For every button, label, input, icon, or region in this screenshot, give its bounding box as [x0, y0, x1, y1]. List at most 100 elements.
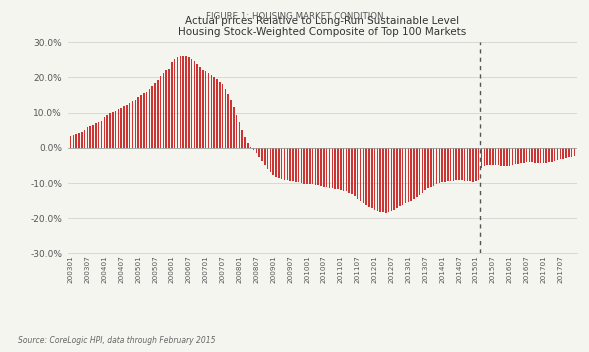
Bar — [382, 148, 384, 212]
Bar — [360, 148, 361, 201]
Bar — [447, 148, 448, 181]
Bar — [371, 148, 372, 208]
Bar — [205, 71, 206, 148]
Bar — [120, 108, 122, 148]
Bar — [540, 148, 541, 163]
Bar — [253, 148, 254, 150]
Bar — [72, 135, 74, 148]
Bar — [571, 148, 573, 157]
Bar — [466, 148, 468, 181]
Bar — [346, 148, 347, 191]
Bar — [118, 109, 119, 148]
Bar — [332, 148, 333, 188]
Bar — [340, 148, 342, 190]
Bar — [399, 148, 401, 206]
Bar — [306, 148, 308, 184]
Bar — [531, 148, 533, 162]
Bar — [154, 83, 155, 148]
Bar — [90, 126, 91, 148]
Bar — [374, 148, 375, 210]
Bar — [95, 123, 97, 148]
Bar — [261, 148, 263, 161]
Bar — [309, 148, 310, 184]
Bar — [501, 148, 502, 166]
Bar — [335, 148, 336, 189]
Bar — [267, 148, 269, 169]
Bar — [376, 148, 378, 211]
Bar — [351, 148, 353, 194]
Bar — [402, 148, 403, 205]
Bar — [107, 115, 108, 148]
Bar — [436, 148, 437, 184]
Bar — [281, 148, 283, 179]
Bar — [512, 148, 513, 165]
Bar — [70, 136, 71, 148]
Bar — [523, 148, 525, 163]
Text: FIGURE 1: HOUSING MARKET CONDITION: FIGURE 1: HOUSING MARKET CONDITION — [206, 12, 383, 21]
Bar — [180, 56, 181, 148]
Bar — [148, 89, 150, 148]
Bar — [419, 148, 421, 195]
Bar — [542, 148, 544, 163]
Bar — [354, 148, 356, 196]
Bar — [439, 148, 440, 183]
Bar — [295, 148, 296, 182]
Bar — [194, 61, 195, 148]
Bar — [408, 148, 409, 202]
Bar — [132, 101, 133, 148]
Bar — [441, 148, 443, 182]
Bar — [362, 148, 364, 203]
Bar — [151, 86, 153, 148]
Bar — [137, 97, 139, 148]
Bar — [104, 117, 105, 148]
Bar — [430, 148, 432, 187]
Bar — [224, 89, 226, 148]
Bar — [273, 148, 274, 175]
Bar — [126, 105, 128, 148]
Bar — [129, 103, 130, 148]
Bar — [270, 148, 271, 172]
Bar — [256, 148, 257, 153]
Bar — [323, 148, 325, 187]
Bar — [123, 106, 125, 148]
Bar — [177, 57, 178, 148]
Bar — [413, 148, 415, 199]
Bar — [87, 127, 88, 148]
Bar — [487, 148, 488, 165]
Bar — [517, 148, 519, 164]
Bar — [391, 148, 392, 211]
Bar — [481, 148, 482, 168]
Bar — [233, 107, 234, 148]
Bar — [315, 148, 316, 185]
Bar — [78, 133, 80, 148]
Bar — [298, 148, 299, 182]
Bar — [472, 148, 474, 182]
Bar — [425, 148, 426, 190]
Bar — [143, 93, 144, 148]
Bar — [312, 148, 313, 184]
Bar — [300, 148, 302, 183]
Bar — [75, 134, 77, 148]
Bar — [174, 59, 176, 148]
Bar — [115, 111, 117, 148]
Bar — [565, 148, 567, 158]
Bar — [427, 148, 429, 188]
Bar — [568, 148, 570, 157]
Bar — [112, 112, 114, 148]
Bar — [515, 148, 516, 164]
Bar — [259, 148, 260, 157]
Bar — [241, 130, 243, 148]
Bar — [326, 148, 327, 187]
Bar — [455, 148, 457, 180]
Bar — [450, 148, 451, 181]
Bar — [461, 148, 462, 180]
Bar — [317, 148, 319, 185]
Bar — [145, 92, 147, 148]
Bar — [208, 73, 209, 148]
Bar — [548, 148, 550, 162]
Bar — [140, 95, 142, 148]
Bar — [416, 148, 418, 197]
Bar — [509, 148, 511, 166]
Bar — [264, 148, 266, 165]
Bar — [219, 82, 220, 148]
